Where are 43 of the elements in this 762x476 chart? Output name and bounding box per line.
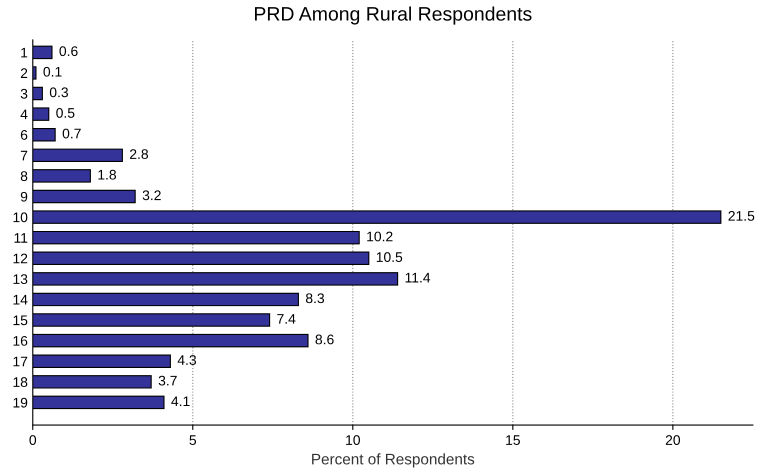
x-tick-label: 20 [666, 435, 680, 445]
data-label: 0.7 [62, 128, 81, 138]
data-label: 1.8 [98, 170, 116, 180]
data-label: 3.2 [142, 190, 161, 200]
data-label: 2.8 [130, 149, 148, 160]
data-label: 8.3 [306, 293, 324, 304]
y-tick-label: 2 [20, 68, 28, 78]
y-tick-label: 9 [20, 192, 28, 202]
x-tick-label: 15 [506, 435, 520, 445]
data-label: 3.7 [158, 376, 177, 386]
data-label: 0.1 [43, 66, 62, 77]
y-tick-label: 19 [14, 398, 28, 408]
data-label: 4.3 [178, 355, 196, 365]
y-tick-label: 8 [20, 171, 28, 182]
y-tick-label: 13 [14, 274, 28, 284]
data-label: 10.5 [376, 252, 402, 262]
data-label: 21.5 [728, 210, 754, 221]
x-axis-title: Percent of Respondents [312, 453, 474, 468]
data-label: 0.5 [56, 108, 74, 118]
y-tick-label: 10 [14, 212, 28, 222]
data-label: 8.6 [316, 334, 334, 344]
y-tick-label: 3 [20, 88, 28, 99]
data-label: 7.4 [277, 314, 296, 324]
x-tick-label: 5 [189, 435, 196, 445]
y-tick-label: 16 [14, 336, 28, 346]
x-tick-label: 10 [346, 435, 360, 445]
y-tick-label: 14 [14, 294, 28, 304]
y-tick-label: 4 [20, 110, 28, 120]
data-label: 0.6 [59, 46, 78, 56]
y-tick-label: 11 [14, 233, 28, 243]
data-label: 4.1 [171, 396, 190, 406]
data-label: 0.3 [50, 87, 68, 98]
x-tick-label: 0 [29, 435, 36, 445]
data-label: 11.4 [406, 272, 430, 282]
y-tick-label: 15 [14, 316, 28, 326]
y-tick-label: 17 [14, 356, 28, 366]
chart-title: PRD Among Rural Respondents [254, 6, 532, 25]
data-label: 10.2 [367, 232, 392, 242]
y-tick-label: 18 [14, 377, 28, 387]
y-tick-label: 7 [20, 150, 28, 160]
y-tick-label: 1 [21, 48, 28, 58]
y-tick-label: 12 [14, 254, 28, 264]
y-tick-label: 6 [20, 130, 28, 140]
